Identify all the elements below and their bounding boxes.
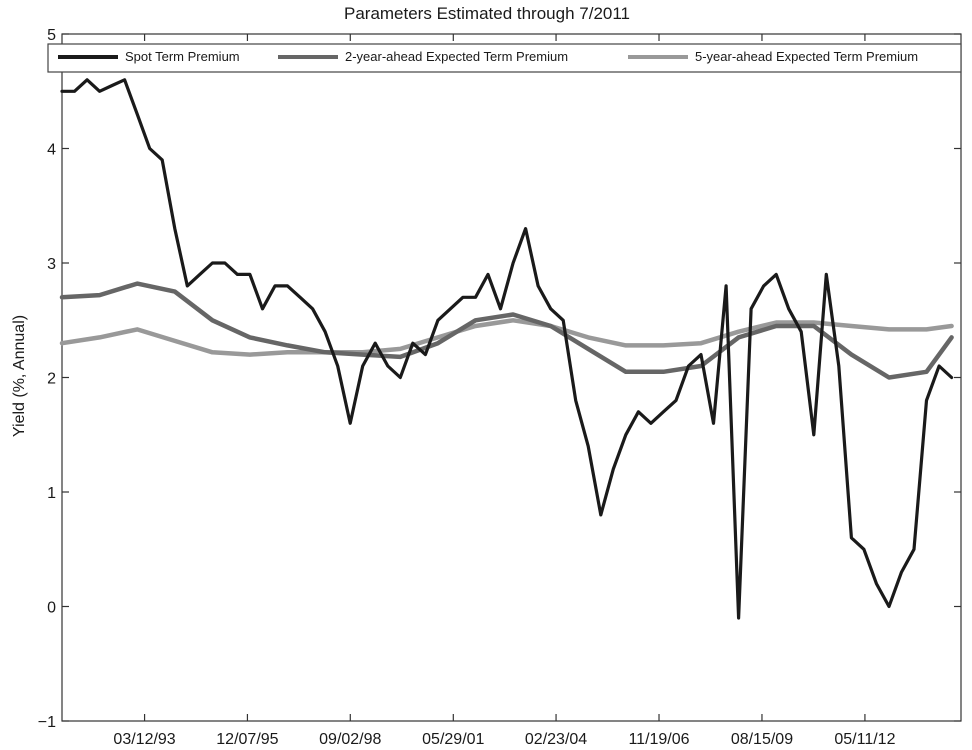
y-tick-label: 3 — [47, 256, 56, 273]
x-tick-label: 02/23/04 — [525, 731, 587, 748]
x-tick-label: 12/07/95 — [216, 731, 278, 748]
series-layer — [59, 78, 954, 620]
y-tick-label: 2 — [47, 371, 56, 388]
legend-label-2yr: 2-year-ahead Expected Term Premium — [345, 49, 568, 64]
chart-title: Parameters Estimated through 7/2011 — [344, 4, 630, 23]
y-tick-label: 5 — [47, 27, 56, 44]
x-tick-label: 08/15/09 — [731, 731, 793, 748]
x-tick-label: 05/29/01 — [422, 731, 484, 748]
series-line-5yr — [59, 318, 954, 357]
legend: Spot Term Premium 2-year-ahead Expected … — [47, 43, 962, 73]
legend-box — [47, 43, 962, 73]
legend-label-spot: Spot Term Premium — [125, 49, 240, 64]
series-line-spot — [60, 78, 954, 620]
x-tick-label: 09/02/98 — [319, 731, 381, 748]
y-tick-label: −1 — [38, 714, 56, 731]
axes-layer: −1 0 1 2 3 4 5 03/12/93 12/07/95 09/02/98 05/29/01… — [38, 27, 962, 748]
y-axis-label: Yield (%, Annual) — [11, 315, 28, 437]
legend-label-5yr: 5-year-ahead Expected Term Premium — [695, 49, 918, 64]
x-tick-label: 03/12/93 — [113, 731, 175, 748]
plot-frame — [61, 33, 962, 722]
x-tick-label: 05/11/12 — [834, 731, 895, 748]
y-tick-label: 4 — [47, 142, 56, 159]
x-tick-label: 11/19/06 — [628, 731, 689, 748]
y-tick-label: 1 — [47, 485, 56, 502]
series-line-2yr — [59, 281, 954, 380]
y-tick-label: 0 — [47, 600, 56, 617]
